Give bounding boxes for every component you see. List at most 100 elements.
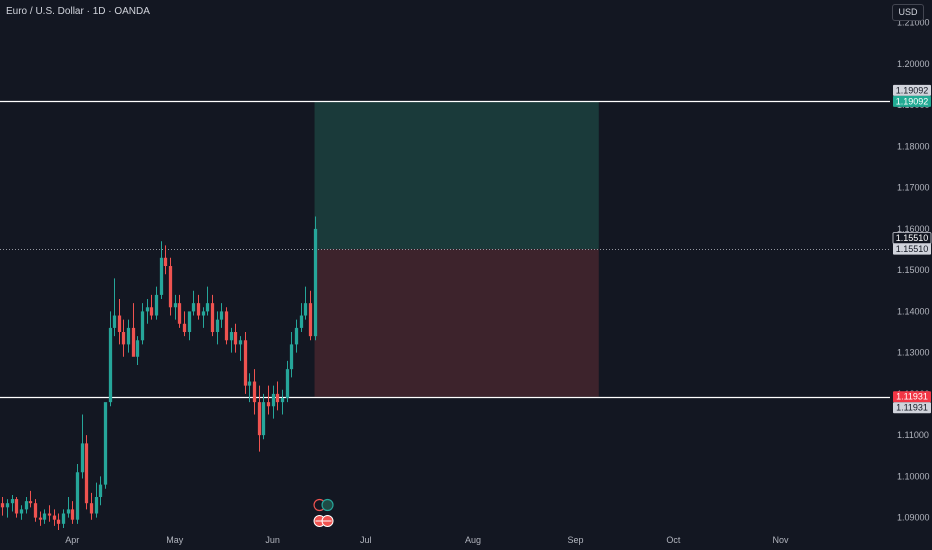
candle-body (33, 503, 38, 518)
candle-body (0, 503, 5, 508)
candle-body (42, 513, 47, 520)
candle-body (24, 501, 29, 510)
candle-body (266, 402, 271, 407)
candle-body (149, 307, 154, 316)
candle-body (261, 402, 266, 436)
price-tag-label: 1.15510 (896, 244, 929, 254)
candle-body (47, 513, 52, 516)
candle-body (80, 443, 85, 473)
price-tag-label: 1.19092 (896, 96, 929, 106)
candle-body (252, 381, 257, 403)
price-tag (893, 391, 931, 403)
candle-body (159, 257, 164, 295)
x-tick-label: May (166, 535, 184, 545)
x-tick-label: Nov (772, 535, 789, 545)
candle-body (19, 509, 24, 514)
candle-body (154, 294, 159, 316)
candle-body (168, 266, 173, 308)
price-tag-label: 1.19092 (896, 85, 929, 95)
candle-body (182, 323, 187, 333)
candle-body (205, 303, 210, 312)
candle-body (94, 497, 99, 514)
candle-body (56, 519, 61, 524)
x-tick-label: Aug (465, 535, 481, 545)
candle-body (229, 332, 234, 341)
candle-body (294, 327, 299, 345)
candle-body (52, 515, 57, 520)
candle-body (257, 402, 262, 436)
currency-button[interactable]: USD (892, 4, 924, 21)
candle-body (280, 398, 285, 403)
candle-body (112, 315, 117, 328)
candle-body (145, 307, 150, 312)
candle-body (10, 499, 15, 504)
x-tick-label: Jul (360, 535, 372, 545)
candle-body (103, 402, 108, 485)
candle-body (140, 311, 145, 341)
y-tick-label: 1.21000 (897, 18, 930, 28)
candle-body (5, 503, 10, 508)
y-tick-label: 1.16000 (897, 224, 930, 234)
candle-body (131, 327, 136, 357)
y-tick-label: 1.13000 (897, 348, 930, 358)
candle-body (238, 340, 243, 345)
y-tick-label: 1.18000 (897, 141, 930, 151)
candle-body (219, 311, 224, 320)
candle-body (135, 340, 140, 357)
candle-body (117, 315, 122, 333)
candle-body (285, 369, 290, 399)
candle-body (289, 344, 294, 370)
candle-body (173, 303, 178, 308)
candle-body (84, 443, 89, 504)
price-tag (893, 95, 931, 107)
candle-body (201, 311, 206, 316)
y-tick-label: 1.20000 (897, 59, 930, 69)
price-tag (893, 84, 931, 96)
candle-body (163, 257, 168, 267)
loss-zone (314, 249, 599, 397)
price-tag-label: 1.15510 (896, 233, 929, 243)
price-tag (893, 243, 931, 255)
price-tag-label: 1.11931 (896, 392, 928, 402)
event-icon-dividend[interactable] (321, 498, 334, 512)
candle-body (196, 303, 201, 316)
price-tag-label: 1.11931 (896, 403, 928, 413)
candle-body (75, 472, 80, 520)
candle-body (191, 303, 196, 312)
candle-body (70, 509, 75, 520)
symbol-title: Euro / U.S. Dollar · 1D · OANDA (6, 6, 150, 17)
candle-body (121, 332, 126, 345)
price-tag (893, 402, 931, 414)
candle-body (14, 499, 19, 514)
candle-body (271, 393, 276, 407)
y-tick-label: 1.09000 (897, 513, 930, 523)
y-tick-label: 1.15000 (897, 265, 930, 275)
candle-body (224, 311, 229, 341)
candle-body (299, 315, 304, 328)
candle-body (61, 513, 66, 524)
candle-body (243, 340, 248, 386)
candle-body (313, 228, 318, 337)
candle-body (28, 501, 33, 504)
candle-body (89, 503, 94, 514)
candle-body (177, 303, 182, 324)
candle-body (275, 393, 280, 403)
candle-body (66, 509, 71, 514)
x-tick-label: Oct (666, 535, 681, 545)
y-tick-label: 1.10000 (897, 471, 930, 481)
y-tick-label: 1.11000 (897, 430, 929, 440)
candle-body (308, 303, 313, 337)
candle-body (126, 327, 131, 345)
candle-body (247, 381, 252, 386)
y-tick-label: 1.17000 (897, 183, 930, 193)
x-tick-label: Apr (65, 535, 79, 545)
candle-body (303, 303, 308, 316)
candle-body (233, 332, 238, 345)
candle-body (210, 303, 215, 333)
x-tick-label: Jun (265, 535, 280, 545)
candle-body (215, 319, 220, 333)
candle-body (38, 517, 43, 520)
profit-zone (314, 101, 599, 250)
